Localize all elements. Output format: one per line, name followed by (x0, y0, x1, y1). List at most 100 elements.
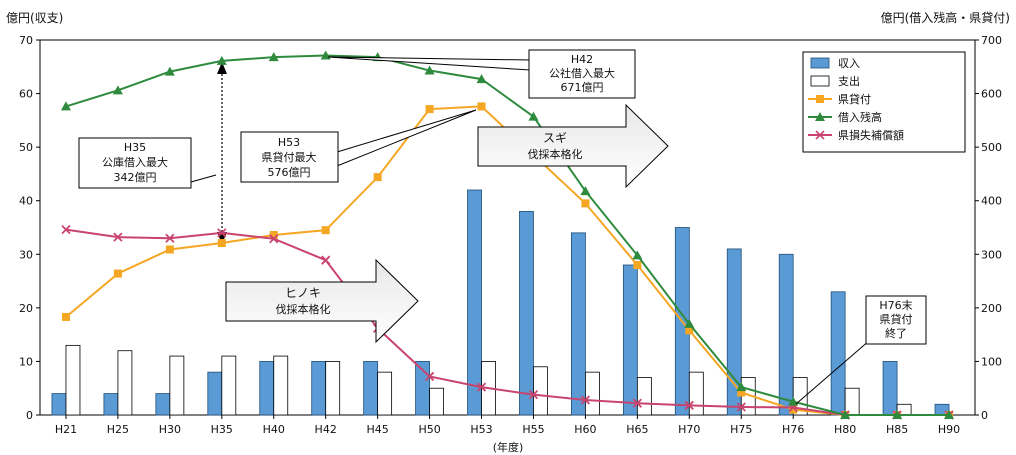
callout-h76-line1: H76末 (879, 298, 912, 312)
plot-area (39, 39, 976, 416)
legend-label-loan: 県貸付 (838, 92, 871, 106)
point-triangle (788, 396, 799, 406)
point-square (165, 245, 174, 254)
x-tick-label: H60 (574, 423, 596, 436)
left-tick-label: 10 (19, 355, 33, 368)
x-tick-label: H53 (470, 423, 492, 436)
right-ticks: 0 100 200 300 400 500 600 700 (975, 34, 1002, 422)
hinoki-arrow-line2: 伐採本格化 (276, 302, 331, 316)
x-tick-label: H42 (315, 423, 337, 436)
right-tick-label: 300 (981, 248, 1002, 261)
point-square (477, 102, 486, 111)
point-square (321, 226, 330, 235)
point-triangle (268, 52, 279, 62)
callout-h42: H42 公社借入最大 671億円 (327, 49, 636, 99)
left-axis-label: 億円(収支) (6, 11, 63, 25)
bar-income (778, 253, 794, 416)
point-triangle (424, 65, 435, 75)
right-tick-label: 600 (981, 88, 1002, 101)
callout-h35-line2: 公庫借入最大 (102, 155, 168, 169)
point-x (217, 228, 227, 238)
bar-expense (429, 387, 444, 416)
x-tick-label: H40 (263, 423, 285, 436)
right-tick-label: 400 (981, 195, 1002, 208)
legend-swatch-expense (810, 75, 830, 87)
legend: 収入 支出 県貸付 借入残高 県損失補償額 (802, 51, 966, 153)
sugi-arrow-line1: スギ (543, 131, 567, 145)
bar-expense (377, 371, 393, 416)
point-triangle (736, 382, 747, 392)
x-tick-label: H25 (107, 423, 129, 436)
x-tick-label: H70 (678, 423, 700, 436)
line-x (65, 228, 950, 416)
point-square (737, 388, 746, 397)
x-tick-label: H55 (522, 423, 544, 436)
h35-max-marker (217, 62, 227, 244)
point-square (113, 269, 122, 278)
point-square (217, 239, 226, 248)
left-ticks: 0 10 20 30 40 50 60 70 (19, 34, 40, 422)
callout-h76-line3: 終了 (885, 326, 907, 340)
bar-income (51, 393, 67, 416)
bar-income (155, 393, 171, 416)
left-tick-label: 70 (19, 34, 33, 47)
bar-expense (533, 366, 548, 416)
legend-swatch-loan (808, 95, 832, 103)
point-square (685, 326, 694, 335)
left-tick-label: 50 (19, 141, 33, 154)
x-tick-label: H35 (211, 423, 233, 436)
callout-h76: H76末 県貸付 終了 (795, 295, 927, 405)
sugi-arrow: スギ 伐採本格化 (477, 103, 669, 189)
point-x (476, 382, 487, 392)
callout-h35-line1: H35 (124, 141, 146, 154)
callout-h53: H53 県貸付最大 576億円 (240, 109, 477, 183)
callout-h42-line1: H42 (571, 53, 593, 66)
point-triangle (632, 250, 643, 260)
point-x (580, 395, 591, 405)
callout-h42-line3: 671億円 (561, 81, 604, 94)
right-axis-label: 億円(借入残高・県貸付) (881, 10, 1010, 25)
bar-income (571, 232, 586, 416)
point-triangle (684, 318, 695, 328)
bars (51, 189, 950, 416)
point-triangle (840, 410, 851, 419)
bar-income (363, 361, 379, 416)
right-tick-label: 700 (981, 34, 1002, 47)
point-x (528, 390, 539, 400)
bar-expense (688, 371, 704, 416)
point-x (321, 255, 331, 265)
series-lines (60, 50, 955, 420)
x-tick-label: H85 (886, 423, 908, 436)
callout-h76-line2: 県貸付 (880, 312, 913, 326)
x-tick-label: H76 (782, 423, 804, 436)
callout-h53-line3: 576億円 (268, 166, 311, 179)
point-x (736, 402, 746, 412)
point-square (269, 231, 278, 239)
hinoki-arrow-line1: ヒノキ (285, 286, 321, 300)
point-x (424, 371, 435, 382)
callout-h53-line1: H53 (278, 136, 300, 149)
x-tick-label: H50 (418, 423, 440, 436)
x-tick-label: H45 (366, 423, 388, 436)
bar-expense (169, 355, 185, 416)
left-tick-label: 30 (19, 248, 33, 261)
bar-expense (273, 355, 289, 416)
point-square (373, 173, 382, 182)
point-square (581, 199, 590, 208)
point-square (425, 105, 434, 114)
point-triangle (60, 101, 71, 111)
x-ticks: H21 H25 H30 H35 H40 H42 H45 H50 H53 H55 H60 H65 H70 H… (55, 415, 960, 436)
legend-label-debt: 借入残高 (838, 110, 882, 124)
legend-swatch-income (810, 57, 830, 69)
point-x (632, 398, 642, 408)
point-square (633, 261, 642, 269)
bar-income (519, 211, 534, 416)
bar-income (882, 361, 898, 416)
left-tick-label: 40 (19, 195, 33, 208)
point-triangle (580, 186, 591, 196)
bar-income (830, 291, 846, 416)
point-x (269, 234, 279, 244)
x-tick-label: H90 (938, 423, 960, 436)
callout-h35-line3: 342億円 (114, 171, 157, 184)
